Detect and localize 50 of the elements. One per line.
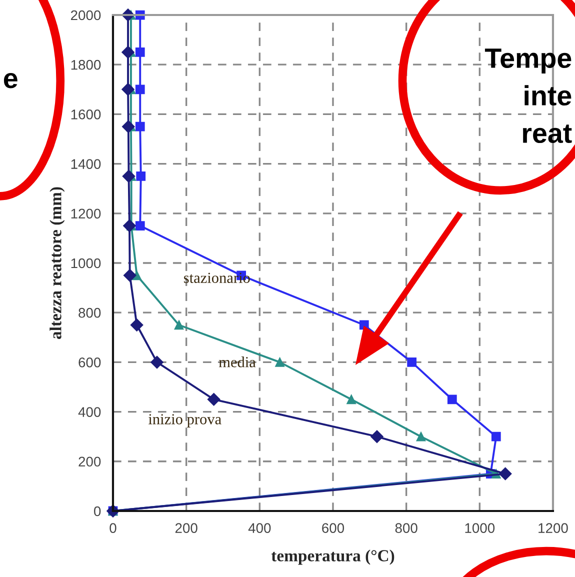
- x-tick-label: 1000: [465, 523, 495, 533]
- point: [447, 394, 457, 404]
- point: [370, 430, 384, 444]
- point: [416, 432, 426, 442]
- x-axis-title: temperatura (°C): [271, 550, 394, 565]
- point: [135, 84, 145, 94]
- series-label: stazionario: [184, 272, 250, 283]
- annotation: Tempe: [484, 48, 572, 74]
- y-tick-label: 0: [94, 506, 101, 516]
- point: [122, 120, 135, 134]
- y-tick-label: 2000: [70, 10, 101, 20]
- point: [130, 318, 144, 332]
- y-tick-label: 200: [78, 456, 101, 467]
- x-tick-label: 800: [395, 523, 418, 533]
- y-axis-title: altezza reattore (mm): [50, 187, 65, 339]
- y-tick-label: 1600: [71, 110, 101, 120]
- y-tick-label: 800: [78, 308, 101, 318]
- point: [150, 356, 164, 369]
- point: [122, 46, 134, 59]
- series-label: media: [218, 356, 256, 368]
- text: e: [4, 73, 18, 88]
- point: [135, 122, 145, 132]
- point: [122, 82, 134, 96]
- point: [123, 268, 136, 282]
- y-tick-label: 1000: [71, 258, 101, 268]
- y-tick-label: 1200: [71, 208, 101, 219]
- x-tick-label: 600: [322, 523, 344, 533]
- y-tick-label: 1400: [71, 159, 101, 169]
- y-tick-label: 600: [78, 358, 101, 368]
- annotation: reat: [523, 124, 572, 144]
- x-tick-label: 0: [110, 523, 116, 533]
- point: [135, 48, 145, 57]
- x-tick-label: 1200: [538, 523, 568, 533]
- series-label: inizio prova: [148, 414, 222, 428]
- point: [498, 467, 512, 480]
- point: [122, 170, 136, 183]
- point: [136, 172, 146, 181]
- point: [407, 358, 416, 367]
- x-tick-label: 400: [248, 523, 271, 533]
- annotation: inte: [524, 85, 572, 106]
- point: [123, 219, 136, 232]
- point: [135, 221, 145, 230]
- point: [491, 432, 501, 442]
- point: [346, 394, 356, 404]
- x-tick-label: 200: [175, 523, 198, 533]
- point: [275, 358, 285, 367]
- point: [207, 392, 220, 406]
- point: [174, 320, 184, 330]
- y-tick-label: 400: [78, 407, 101, 417]
- y-tick-label: 1800: [71, 60, 101, 70]
